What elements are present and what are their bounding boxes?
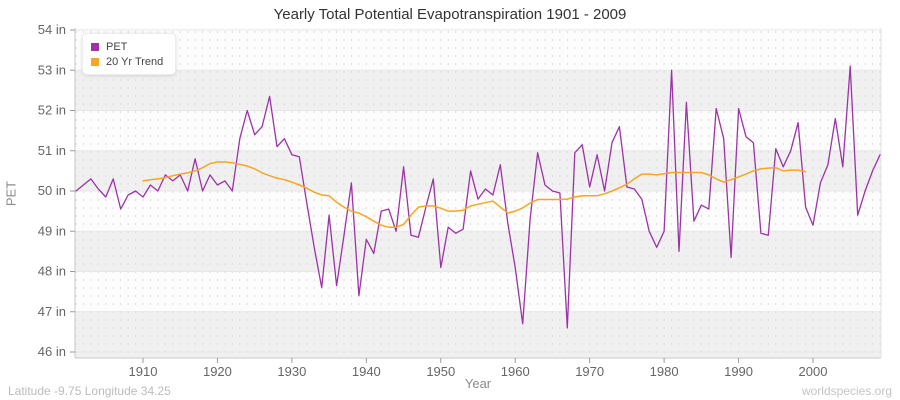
- legend-item-trend[interactable]: 20 Yr Trend: [91, 54, 163, 69]
- vertical-gridlines: [75, 31, 881, 358]
- pet-line: [75, 65, 881, 329]
- horizontal-gridlines: [75, 29, 881, 353]
- x-tick-label: 1930: [277, 364, 306, 379]
- y-tick-label: 47 in: [38, 304, 66, 319]
- y-tick-label: 54 in: [38, 22, 66, 37]
- x-tick-label: 1970: [575, 364, 604, 379]
- y-axis-ticks: 46 in 47 in 48 in 49 in 50 in 51 in 52 in 53 in…: [38, 22, 75, 359]
- y-axis-title: PET: [3, 180, 19, 207]
- legend-item-pet[interactable]: PET: [91, 39, 163, 54]
- y-tick-label: 51 in: [38, 143, 66, 158]
- x-tick-label: 1980: [650, 364, 679, 379]
- x-tick-label: 1940: [352, 364, 381, 379]
- pet-series-label: PET: [106, 40, 128, 53]
- x-axis-title: Year: [464, 376, 492, 391]
- legend: PET 20 Yr Trend: [82, 33, 177, 75]
- chart-title: Yearly Total Potential Evapotranspiratio…: [273, 6, 627, 23]
- trend-series-swatch: [91, 57, 99, 66]
- trend-series-label: 20 Yr Trend: [106, 55, 164, 68]
- axes: [74, 28, 882, 359]
- x-tick-label: 1990: [724, 364, 753, 379]
- x-tick-label: 1910: [129, 364, 158, 379]
- x-tick-label: 1920: [203, 364, 232, 379]
- coordinates-label: Latitude -9.75 Longitude 34.25: [8, 384, 171, 398]
- trend-line: [142, 161, 807, 228]
- x-axis-ticks: 1910 1920 1930 1940 1950 1960 1970 1980 1990 2000: [129, 358, 828, 379]
- x-tick-label: 1950: [426, 364, 455, 379]
- y-tick-label: 53 in: [38, 62, 66, 77]
- x-tick-label: 1960: [501, 364, 530, 379]
- pet-series-swatch: [91, 42, 99, 51]
- y-tick-label: 49 in: [38, 223, 66, 238]
- y-tick-label: 46 in: [38, 344, 66, 359]
- y-tick-label: 52 in: [38, 103, 66, 118]
- y-tick-label: 48 in: [38, 264, 66, 279]
- x-tick-label: 2000: [799, 364, 828, 379]
- y-tick-label: 50 in: [38, 183, 66, 198]
- watermark-label: worldspecies.org: [801, 384, 892, 398]
